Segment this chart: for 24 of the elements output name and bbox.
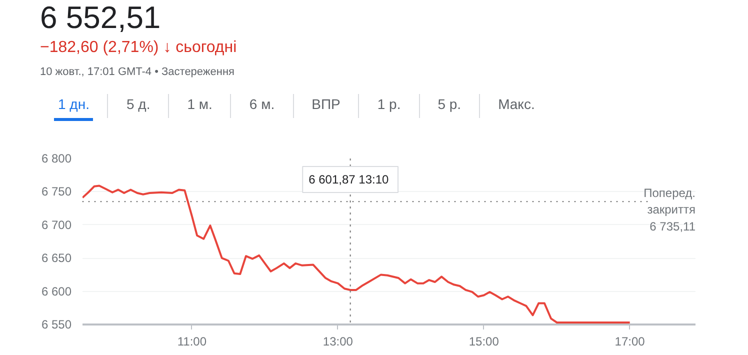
x-tick-label: 13:00 — [322, 334, 354, 348]
text: ВПР — [310, 95, 342, 114]
ref-line-label: Поперед. закриття 6 735,11 — [644, 186, 696, 234]
y-tick-label: 6 700 — [41, 218, 72, 232]
text: 5 р. — [436, 95, 462, 114]
text: 1 дн. — [54, 94, 94, 121]
x-tick-label: 17:00 — [614, 334, 646, 348]
x-tick-label: 11:00 — [177, 334, 207, 348]
text: 1 м. — [186, 95, 214, 114]
text: 6 м. — [248, 95, 276, 114]
chart-title: 6 552,51 — [40, 0, 162, 36]
text: Макс. — [497, 95, 536, 114]
y-tick-label: 6 600 — [41, 284, 72, 298]
y-tick-label: 6 800 — [41, 152, 72, 166]
x-tick-label: 15:00 — [468, 334, 500, 348]
text: 10 жовт., 17:01 GMT-4 • Застереження — [40, 65, 236, 80]
text: 1 р. — [376, 95, 402, 114]
text: 5 д. — [125, 95, 152, 114]
line-series — [82, 184, 631, 324]
chart-subtitle: −182,60 (2,71%) ↓ сьогодні — [40, 38, 238, 58]
y-tick-label: 6 750 — [41, 184, 72, 199]
y-tick-label: 6 550 — [41, 318, 72, 332]
annotation: 6 601,87 13:10 — [308, 172, 390, 186]
y-tick-label: 6 650 — [41, 251, 72, 266]
